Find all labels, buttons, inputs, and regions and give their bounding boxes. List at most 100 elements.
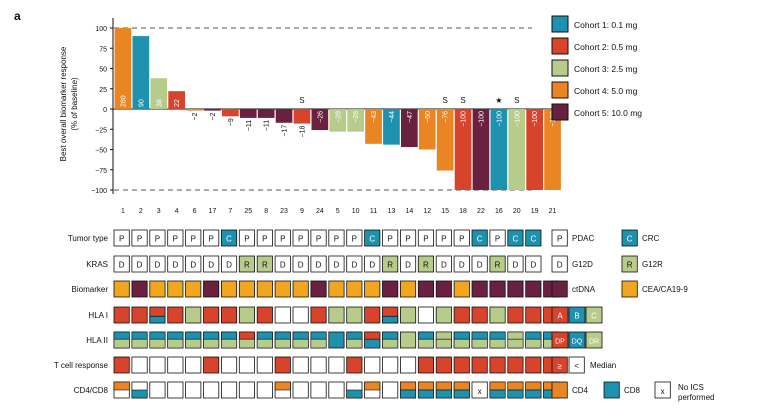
biomarker-cell — [167, 280, 184, 298]
hla1-cell — [435, 306, 452, 324]
track-cell-letter: C — [530, 235, 536, 244]
track-cell — [364, 229, 381, 247]
biomarker-cell — [525, 280, 542, 298]
biomarker-cell — [220, 280, 238, 298]
legend-label: Cohort 3: 2.5 mg — [574, 64, 638, 74]
legend-swatch-hla1 — [568, 306, 586, 324]
biomarker-cell — [417, 280, 434, 298]
bar-value-label: −100 — [532, 111, 539, 127]
track-cell — [435, 229, 452, 247]
y-tick-label: −50 — [95, 148, 107, 155]
biomarker-cell — [364, 280, 381, 298]
legend-swatch-cd4 — [551, 381, 568, 399]
track-cell — [274, 255, 291, 273]
x-tick-label: 6 — [193, 208, 197, 215]
track-label-tumor_type: Tumor type — [68, 234, 109, 243]
hla1-cell — [220, 306, 238, 324]
track-cell — [328, 229, 345, 247]
track-cell — [292, 255, 309, 273]
biomarker-cell — [185, 280, 202, 298]
tcell-cell — [453, 356, 470, 374]
biomarker-cell — [489, 280, 506, 298]
track-cell-letter: P — [495, 235, 500, 244]
hla1-cell — [256, 306, 273, 324]
track-cell-letter: P — [316, 235, 321, 244]
track-cell — [185, 229, 202, 247]
hla2-cell-bottom — [113, 338, 130, 349]
track-cell-letter: D — [316, 261, 322, 270]
track-cell — [364, 255, 381, 273]
cd48-cell-cd8 — [400, 389, 416, 399]
track-cell — [238, 229, 256, 247]
legend-cd8: CD8 — [624, 386, 641, 395]
hla1-cell — [399, 306, 417, 324]
track-cell — [167, 255, 184, 273]
track-cell-letter: D — [298, 261, 304, 270]
bar-value-label: −100 — [514, 111, 521, 127]
hla2-cell-top — [274, 331, 291, 340]
cd48-cell-cd4 — [525, 381, 542, 391]
bar — [222, 109, 239, 117]
track-cell-letter: P — [262, 235, 267, 244]
track-cell — [203, 255, 220, 273]
track-cell — [507, 255, 524, 273]
biomarker-cell — [471, 280, 488, 298]
track-cell — [185, 255, 202, 273]
legend-median: Median — [590, 361, 616, 370]
cd48-cell — [328, 381, 345, 399]
x-tick-label: 13 — [388, 208, 396, 215]
legend-swatch-cohort-5 — [551, 103, 569, 121]
cd48-cell-cd8 — [453, 389, 470, 399]
track-cell — [149, 255, 166, 273]
track-cell — [220, 229, 238, 247]
tcell-cell — [364, 356, 381, 374]
biomarker-cell — [203, 280, 220, 298]
bar — [204, 109, 221, 111]
track-label-kras: KRAS — [86, 260, 108, 269]
x-tick-label: 10 — [352, 208, 360, 215]
track-cell-letter: R — [423, 261, 429, 270]
cd48-cell-cd4 — [417, 381, 434, 391]
cd48-cell-cd4 — [113, 381, 130, 391]
bar — [526, 109, 543, 190]
track-cell-letter: P — [244, 235, 249, 244]
track-cell-letter: C — [513, 235, 519, 244]
hla1-cell — [346, 306, 363, 324]
cd48-cell-cd4 — [453, 381, 470, 391]
track-cell-letter: P — [298, 235, 303, 244]
track-cell-letter: R — [387, 261, 393, 270]
hla2-cell-top — [346, 331, 363, 340]
hla1-cell — [525, 306, 542, 324]
legend-swatch-cohort-2 — [551, 37, 569, 55]
hla2-cell-top — [221, 331, 237, 340]
track-cell-letter: D — [441, 261, 447, 270]
track-cell-letter: D — [208, 261, 214, 270]
hla2-cell-top — [256, 331, 273, 340]
bar — [401, 109, 418, 148]
legend-swatch-hla1 — [551, 306, 569, 324]
biomarker-cell — [149, 280, 166, 298]
hla2-cell-bottom — [131, 338, 148, 349]
biomarker-cell — [328, 280, 345, 298]
track-cell — [131, 229, 148, 247]
y-tick-label: 0 — [103, 107, 107, 114]
hla2-cell-top — [382, 331, 399, 340]
bar-value-label: −76 — [443, 111, 450, 123]
cd48-cell — [185, 381, 202, 399]
cd48-cell-cd4 — [435, 381, 452, 391]
bar-value-label: −18 — [299, 125, 306, 137]
cd48-cell — [310, 381, 327, 399]
track-cell-letter: D — [119, 261, 125, 270]
track-cell-letter: D — [334, 261, 340, 270]
biomarker-cell — [113, 280, 130, 298]
track-cell-letter: D — [172, 261, 178, 270]
bar-value-label: −28 — [335, 111, 342, 123]
hla2-cell-bottom — [364, 338, 381, 349]
hla2-cell-top — [113, 331, 130, 340]
tcell-cell — [328, 356, 345, 374]
track-cell — [256, 255, 273, 273]
track-cell-letter: R — [495, 261, 501, 270]
track-cell — [551, 255, 568, 273]
bar-value-label: 280 — [120, 95, 127, 107]
track-cell — [399, 229, 417, 247]
